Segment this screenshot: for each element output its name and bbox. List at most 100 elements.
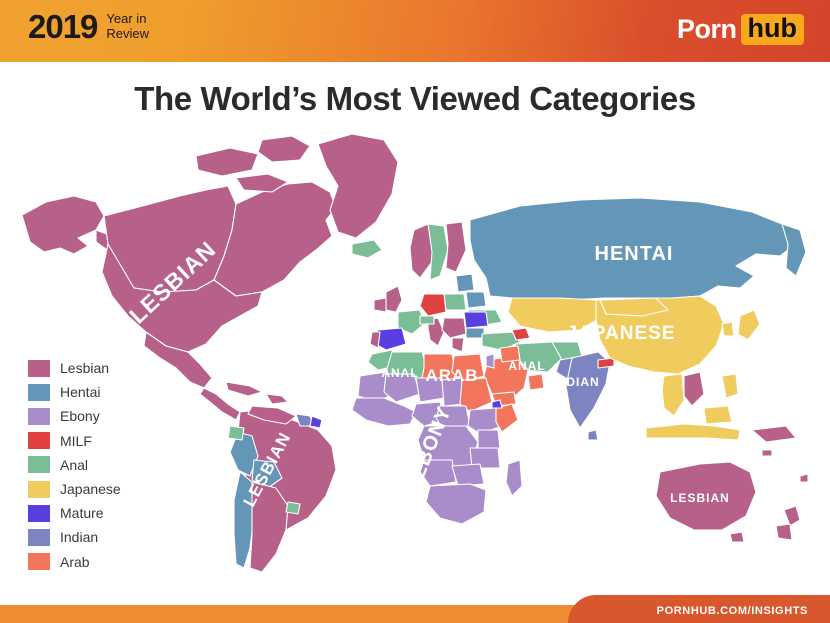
legend-swatch-arab: [28, 553, 50, 571]
country-new-zealand[interactable]: [783, 505, 801, 527]
country-germany[interactable]: [419, 293, 447, 317]
legend-item-japanese[interactable]: Japanese: [28, 477, 121, 501]
map-legend: Lesbian Hentai Ebony MILF Anal Japanese Mature…: [28, 356, 121, 574]
legend-item-indian[interactable]: Indian: [28, 525, 121, 549]
country-vietnam[interactable]: [683, 371, 705, 407]
country-new-zealand-south[interactable]: [775, 523, 793, 541]
country-borneo[interactable]: [703, 405, 733, 425]
country-thailand[interactable]: [661, 373, 685, 417]
country-finland[interactable]: [445, 221, 467, 273]
country-poland[interactable]: [443, 293, 467, 311]
country-kamchatka[interactable]: [781, 223, 807, 277]
country-belarus[interactable]: [465, 291, 487, 309]
country-srilanka[interactable]: [587, 429, 599, 441]
country-suriname[interactable]: [309, 415, 323, 429]
country-canada-arctic-1[interactable]: [195, 147, 259, 177]
country-papua[interactable]: [751, 425, 797, 443]
country-alps[interactable]: [419, 315, 435, 325]
country-mongolia[interactable]: [599, 297, 669, 317]
country-alaska[interactable]: [21, 195, 105, 255]
country-ireland[interactable]: [373, 297, 387, 313]
country-oman[interactable]: [527, 373, 545, 391]
country-russia[interactable]: [469, 197, 797, 301]
country-indonesia[interactable]: [645, 423, 741, 441]
legend-item-hentai[interactable]: Hentai: [28, 380, 121, 404]
country-peru[interactable]: [229, 431, 259, 477]
country-zambia[interactable]: [451, 463, 485, 487]
country-iraq[interactable]: [499, 345, 521, 363]
country-uruguay[interactable]: [285, 501, 301, 515]
country-romania[interactable]: [463, 311, 489, 329]
country-iceland[interactable]: [351, 239, 383, 259]
legend-item-ebony[interactable]: Ebony: [28, 404, 121, 428]
country-uk[interactable]: [385, 285, 403, 313]
map-label-india: INDIAN: [552, 375, 599, 389]
country-cuba[interactable]: [225, 381, 263, 397]
legend-swatch-ebony: [28, 407, 50, 425]
country-central-america[interactable]: [199, 387, 241, 421]
country-canada-east[interactable]: [213, 181, 337, 297]
country-france[interactable]: [397, 309, 425, 335]
map-label-north-africa: ANAL: [381, 366, 418, 380]
legend-swatch-japanese: [28, 480, 50, 498]
legend-item-milf[interactable]: MILF: [28, 429, 121, 453]
country-balkans[interactable]: [441, 317, 467, 339]
country-tanzania[interactable]: [469, 447, 501, 469]
country-somalia[interactable]: [495, 403, 519, 433]
legend-swatch-anal: [28, 456, 50, 474]
map-label-middle-east: ANAL: [508, 359, 545, 373]
country-canada-arctic-2[interactable]: [257, 135, 311, 163]
country-kenya[interactable]: [477, 429, 501, 449]
country-greenland[interactable]: [317, 133, 399, 239]
country-argentina[interactable]: [249, 481, 289, 573]
country-bolivia[interactable]: [251, 459, 283, 489]
country-fiji[interactable]: [799, 473, 809, 483]
country-italy[interactable]: [427, 317, 445, 347]
country-bulgaria[interactable]: [465, 327, 485, 339]
legend-label-ebony: Ebony: [60, 408, 100, 425]
map-label-china: JAPANESE: [566, 323, 675, 344]
country-kazakhstan[interactable]: [507, 297, 601, 333]
legend-item-lesbian[interactable]: Lesbian: [28, 356, 121, 380]
country-korea[interactable]: [721, 321, 735, 337]
country-greece[interactable]: [451, 337, 465, 353]
legend-label-lesbian: Lesbian: [60, 360, 110, 377]
country-venezuela[interactable]: [247, 405, 297, 425]
country-india[interactable]: [565, 351, 611, 429]
legend-item-arab[interactable]: Arab: [28, 550, 121, 574]
country-pacific-islet[interactable]: [761, 449, 773, 457]
country-turkey[interactable]: [481, 331, 521, 351]
country-philippines[interactable]: [721, 373, 739, 399]
footer-bar: PORNHUB.COM/INSIGHTS: [0, 595, 830, 623]
legend-swatch-milf: [28, 432, 50, 450]
country-djibouti[interactable]: [491, 399, 503, 409]
country-ecuador[interactable]: [227, 425, 245, 441]
country-south-africa[interactable]: [425, 483, 487, 525]
legend-item-mature[interactable]: Mature: [28, 501, 121, 525]
country-portugal[interactable]: [369, 331, 381, 349]
country-canada-arctic-3[interactable]: [235, 173, 289, 193]
legend-label-indian: Indian: [60, 529, 99, 546]
country-baltics[interactable]: [455, 273, 475, 293]
country-sudan[interactable]: [459, 377, 493, 413]
country-usa[interactable]: [101, 243, 263, 353]
footer-url[interactable]: PORNHUB.COM/INSIGHTS: [656, 605, 808, 617]
country-caucasus[interactable]: [511, 327, 531, 341]
country-tasmania[interactable]: [729, 531, 745, 543]
country-australia[interactable]: [655, 461, 757, 531]
country-japan[interactable]: [737, 309, 761, 341]
legend-item-anal[interactable]: Anal: [28, 453, 121, 477]
world-map: LESBIAN LESBIAN HENTAI JAPANESE ANAL ARAB ANAL…: [0, 120, 830, 590]
legend-swatch-mature: [28, 504, 50, 522]
country-angola[interactable]: [419, 459, 457, 487]
country-madagascar[interactable]: [505, 459, 523, 497]
year-subtitle-line2: Review: [106, 25, 150, 41]
country-mali[interactable]: [383, 373, 421, 403]
country-sweden[interactable]: [427, 223, 449, 281]
pornhub-logo[interactable]: Porn hub: [677, 14, 804, 45]
country-west-africa[interactable]: [351, 397, 417, 427]
country-israel-jordan[interactable]: [485, 353, 495, 369]
country-nepal[interactable]: [597, 357, 615, 369]
year-number: 2019: [28, 8, 98, 45]
country-hispaniola[interactable]: [265, 393, 289, 405]
